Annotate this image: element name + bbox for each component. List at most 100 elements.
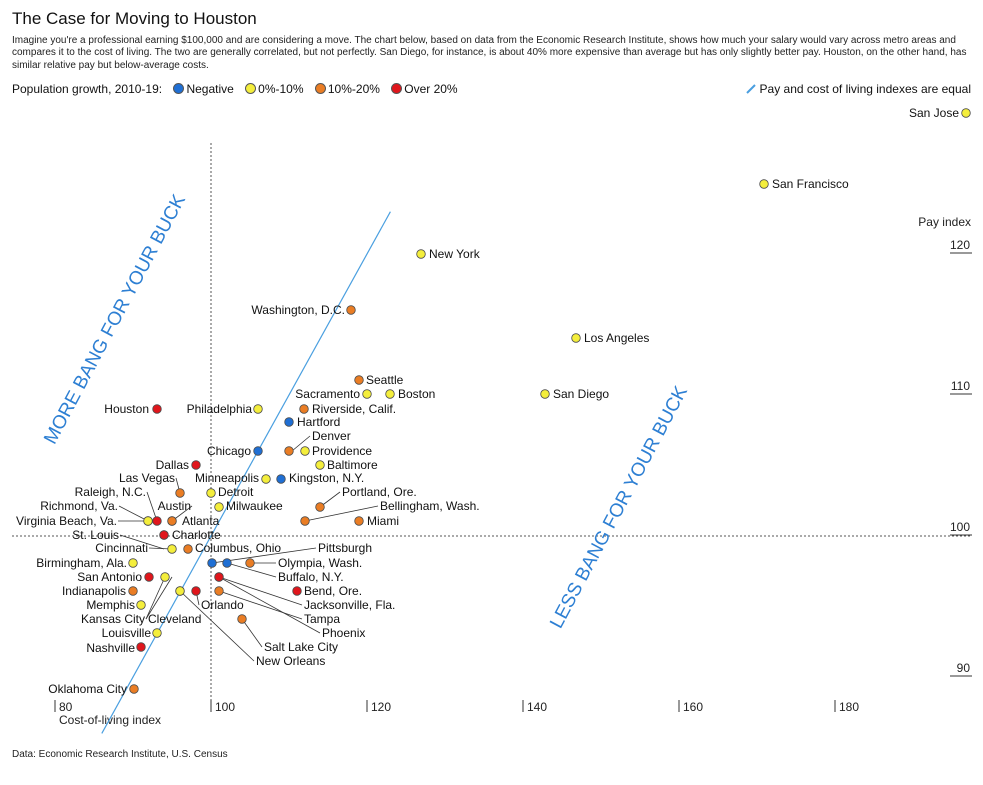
label-indianapolis: Indianapolis [62,584,126,598]
point-las-vegas [175,488,185,498]
label-pittsburgh: Pittsburgh [318,541,372,555]
label-portland-ore: Portland, Ore. [342,485,417,499]
leader-raleigh-n-c [146,491,158,522]
label-miami: Miami [367,514,399,528]
equal-line-legend: Pay and cost of living indexes are equal [745,82,971,96]
point-chicago [253,446,263,456]
point-sacramento [362,389,372,399]
label-sacramento: Sacramento [295,387,360,401]
label-atlanta: Atlanta [182,514,220,528]
point-san-francisco [759,179,769,189]
label-kingston-n-y: Kingston, N.Y. [289,471,364,485]
city-points [128,108,971,694]
population-growth-legend: Population growth, 2010-19: Negative 0%-… [12,82,458,96]
y-tick-label-100: 100 [950,520,970,534]
label-houston: Houston [104,402,149,416]
point-oklahoma-city [129,684,139,694]
x-tick-label-180: 180 [839,700,859,714]
label-columbus-ohio: Columbus, Ohio [195,541,281,555]
label-washington-d-c: Washington, D.C. [251,303,345,317]
point-virginia-beach-va [143,516,153,526]
label-seattle: Seattle [366,373,404,387]
label-philadelphia: Philadelphia [187,402,253,416]
equal-line-icon [745,84,756,94]
label-san-antonio: San Antonio [77,570,142,584]
label-las-vegas: Las Vegas [119,471,175,485]
point-dallas [191,460,201,470]
label-los-angeles: Los Angeles [584,331,649,345]
label-tampa: Tampa [304,612,340,626]
label-minneapolis: Minneapolis [195,471,259,485]
point-seattle [354,375,364,385]
point-bellingham-wash [300,516,310,526]
x-tick-label-160: 160 [683,700,703,714]
point-hartford [284,417,294,427]
x-tick-label-80: 80 [59,700,73,714]
point-detroit [206,488,216,498]
leader-denver [291,435,311,452]
label-charlotte: Charlotte [172,528,221,542]
leader-kansas-city [145,576,166,620]
point-denver [284,446,294,456]
equal-line-label: Pay and cost of living indexes are equal [759,82,971,96]
legend-item-10-20: 10%-20% [327,82,380,96]
point-houston [152,404,162,414]
label-bend-ore: Bend, Ore. [304,584,362,598]
legend-swatch-over-20 [391,83,403,94]
point-tampa [214,586,224,596]
label-riverside-calif: Riverside, Calif. [312,402,396,416]
point-kingston-n-y [276,474,286,484]
label-buffalo-n-y: Buffalo, N.Y. [278,570,344,584]
point-phoenix [214,572,224,582]
point-boston [385,389,395,399]
point-san-diego [540,389,550,399]
point-washington-d-c [346,305,356,315]
x-tick-label-140: 140 [527,700,547,714]
legend-item-negative: Negative [186,82,234,96]
less-bang-annotation: LESS BANG FOR YOUR BUCK [546,383,692,632]
label-austin: Austin [158,499,191,513]
leader-bellingham-wash [304,505,379,522]
point-milwaukee [214,502,224,512]
label-cleveland: Cleveland [148,612,201,626]
label-birmingham-ala: Birmingham, Ala. [36,556,127,570]
legend-swatch-10-20 [314,83,326,94]
point-san-jose [961,108,971,118]
label-dallas: Dallas [156,458,189,472]
label-orlando: Orlando [201,598,244,612]
label-providence: Providence [312,444,372,458]
y-tick-label-120: 120 [950,238,970,252]
point-pittsburgh [207,558,217,568]
label-salt-lake-city: Salt Lake City [264,640,338,654]
point-louisville [152,628,162,638]
point-cincinnati [167,544,177,554]
legend-label: Population growth, 2010-19: [12,82,163,96]
point-new-york [416,249,426,259]
point-san-antonio [144,572,154,582]
label-san-diego: San Diego [553,387,609,401]
label-louisville: Louisville [102,626,152,640]
label-memphis: Memphis [86,598,135,612]
label-new-york: New York [429,247,481,261]
point-kansas-city [160,572,170,582]
point-atlanta [167,516,177,526]
legend-item-0-10: 0%-10% [258,82,304,96]
x-axis-title: Cost-of-living index [59,713,161,727]
point-portland-ore [315,502,325,512]
leader-jacksonville-fla [218,576,303,606]
point-baltimore [315,460,325,470]
point-los-angeles [571,333,581,343]
label-new-orleans: New Orleans [256,654,325,668]
point-salt-lake-city [237,614,247,624]
point-orlando [191,586,201,596]
x-tick-label-120: 120 [371,700,391,714]
point-providence [300,446,310,456]
point-nashville [136,642,146,652]
y-tick-label-90: 90 [957,661,971,675]
reference-lines [12,143,972,712]
label-baltimore: Baltimore [327,458,378,472]
leader-st-louis [119,534,165,550]
label-virginia-beach-va: Virginia Beach, Va. [16,514,117,528]
legend-item-over-20: Over 20% [404,82,458,96]
